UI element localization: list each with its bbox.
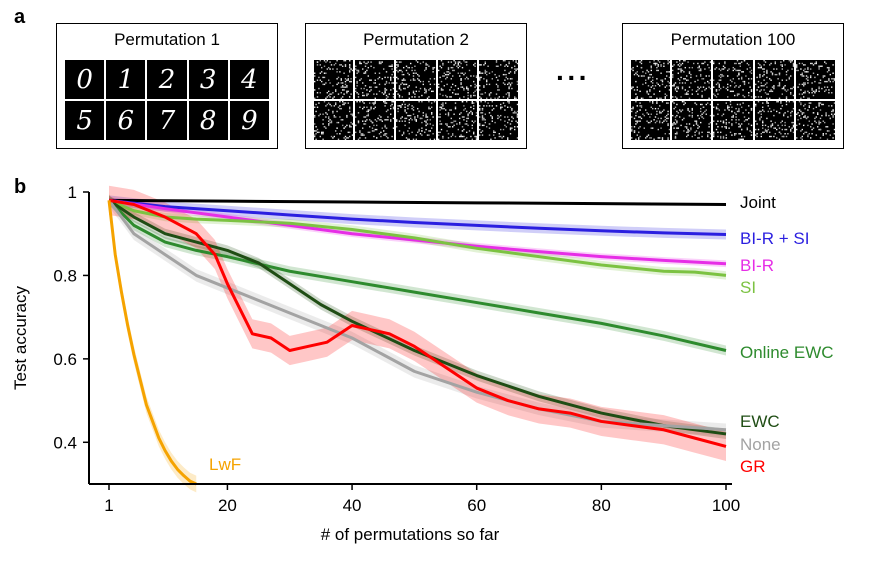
series-label-gr: GR <box>740 457 766 476</box>
x-tick-label: 100 <box>712 496 740 515</box>
series-label-none: None <box>740 435 781 454</box>
line-gr <box>108 198 727 448</box>
line-si <box>108 198 727 277</box>
panel-a-letter: a <box>14 6 26 28</box>
y-tick-label: 0.4 <box>53 433 77 452</box>
axes <box>88 192 732 485</box>
series-label-si: SI <box>740 278 756 297</box>
x-tick-label: 20 <box>218 496 237 515</box>
noise-cell <box>672 60 712 99</box>
digit-cell: 5 <box>65 101 105 140</box>
noise-cell <box>478 101 518 140</box>
digit-cell: 2 <box>147 60 187 99</box>
digit-cell: 8 <box>188 101 228 140</box>
y-tick-label: 0.8 <box>53 266 77 285</box>
band-online-ewc <box>109 195 726 356</box>
x-tick-label: 40 <box>343 496 362 515</box>
noise-cell <box>437 60 477 99</box>
noise-cell <box>754 60 794 99</box>
digit-cell: 9 <box>229 101 269 140</box>
ticks: 1 20 40 60 80 100 0.4 0.6 0.8 1 <box>53 183 740 515</box>
permutation-title-2: Permutation 2 <box>363 30 469 49</box>
line-bi-r-si <box>108 198 727 237</box>
noise-cell <box>437 101 477 140</box>
permutation-box-100: Permutation 100 <box>622 23 844 149</box>
noise-cell <box>795 60 835 99</box>
y-tick-label: 1 <box>68 183 77 202</box>
digit-cell: 1 <box>106 60 146 99</box>
permutation-title-100: Permutation 100 <box>670 30 796 49</box>
x-tick-label: 1 <box>104 496 113 515</box>
line-online-ewc <box>107 199 727 352</box>
noise-cell <box>713 101 753 140</box>
noise-cell <box>631 60 671 99</box>
y-tick-label: 0.6 <box>53 350 77 369</box>
series-label-bi-r-si: BI-R + SI <box>740 229 809 248</box>
series-label-bi-r: BI-R <box>740 256 774 275</box>
noise-cell <box>713 60 753 99</box>
series-labels: Joint BI-R + SI BI-R SI Online EWC EWC None GR L… <box>209 193 834 476</box>
x-axis-label: # of permutations so far <box>321 525 500 544</box>
line-bi-r <box>108 198 727 266</box>
noise-cell <box>355 101 395 140</box>
noise-cell <box>314 101 354 140</box>
panel-b-letter: b <box>14 176 26 198</box>
series-label-joint: Joint <box>740 193 776 212</box>
noise-cell <box>672 101 712 140</box>
noise-cell <box>396 101 436 140</box>
digit-cell: 3 <box>188 60 228 99</box>
line-joint <box>108 198 727 207</box>
line-lwf <box>107 200 197 486</box>
noise-cell <box>795 101 835 140</box>
noise-cell <box>355 60 395 99</box>
x-tick-label: 60 <box>467 496 486 515</box>
accuracy-chart: b 1 20 40 60 80 100 0.4 0.6 0.8 1 # of permutatio… <box>11 176 834 544</box>
permutation-box-2: Permutation 2 <box>305 23 527 149</box>
digit-cell: 4 <box>229 60 269 99</box>
noise-cell <box>631 101 671 140</box>
line-ewc <box>108 199 727 436</box>
noise-cell <box>478 60 518 99</box>
digit-cell: 0 <box>65 60 105 99</box>
noise-cell <box>754 101 794 140</box>
y-axis-label: Test accuracy <box>11 286 30 390</box>
series-label-online-ewc: Online EWC <box>740 343 834 362</box>
digit-cell: 6 <box>106 101 146 140</box>
digit-grid-permuted-100 <box>631 60 835 140</box>
band-gr <box>109 185 726 462</box>
series-label-lwf: LwF <box>209 455 241 474</box>
digit-grid-permuted-2 <box>314 60 518 140</box>
digit-cell: 7 <box>147 101 187 140</box>
series-label-ewc: EWC <box>740 412 780 431</box>
x-tick-label: 80 <box>592 496 611 515</box>
noise-cell <box>314 60 354 99</box>
ellipsis: ··· <box>556 62 590 93</box>
permutation-title-1: Permutation 1 <box>114 30 220 49</box>
noise-cell <box>396 60 436 99</box>
series-lines <box>107 198 727 486</box>
